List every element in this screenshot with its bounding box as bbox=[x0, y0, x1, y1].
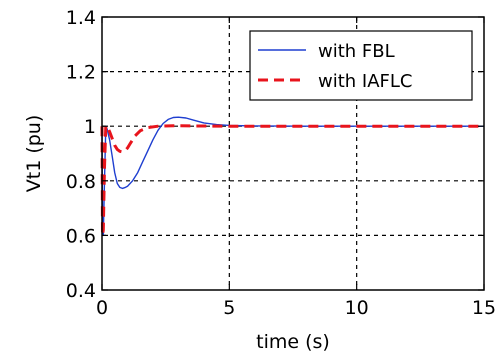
legend-label-with-fbl: with FBL bbox=[318, 41, 395, 62]
legend: with FBL with IAFLC bbox=[249, 30, 473, 101]
legend-box bbox=[249, 30, 473, 101]
legend-label-with-iaflc: with IAFLC bbox=[318, 71, 412, 92]
y-tick-label: 0.8 bbox=[66, 171, 96, 193]
y-tick-label: 1 bbox=[84, 116, 96, 138]
ticks: 0 5 10 15 0.4 0.6 0.8 1 1.2 1.4 bbox=[66, 7, 496, 319]
x-axis-title: time (s) bbox=[256, 331, 330, 353]
x-tick-label: 0 bbox=[96, 297, 108, 319]
y-tick-label: 1.2 bbox=[66, 62, 96, 84]
y-tick-label: 0.4 bbox=[66, 280, 96, 302]
series-line-with-fbl bbox=[101, 116, 484, 237]
series-layer bbox=[100, 116, 484, 237]
plot-frame bbox=[101, 16, 485, 291]
x-tick-label: 10 bbox=[345, 297, 369, 319]
y-tick-label: 0.6 bbox=[66, 225, 96, 247]
series-line-with-iaflc bbox=[100, 124, 484, 237]
x-tick-label: 15 bbox=[472, 297, 496, 319]
y-axis-title: Vt1 (pu) bbox=[23, 115, 45, 193]
x-tick-label: 5 bbox=[223, 297, 235, 319]
grid bbox=[102, 17, 484, 290]
y-tick-label: 1.4 bbox=[66, 7, 96, 29]
